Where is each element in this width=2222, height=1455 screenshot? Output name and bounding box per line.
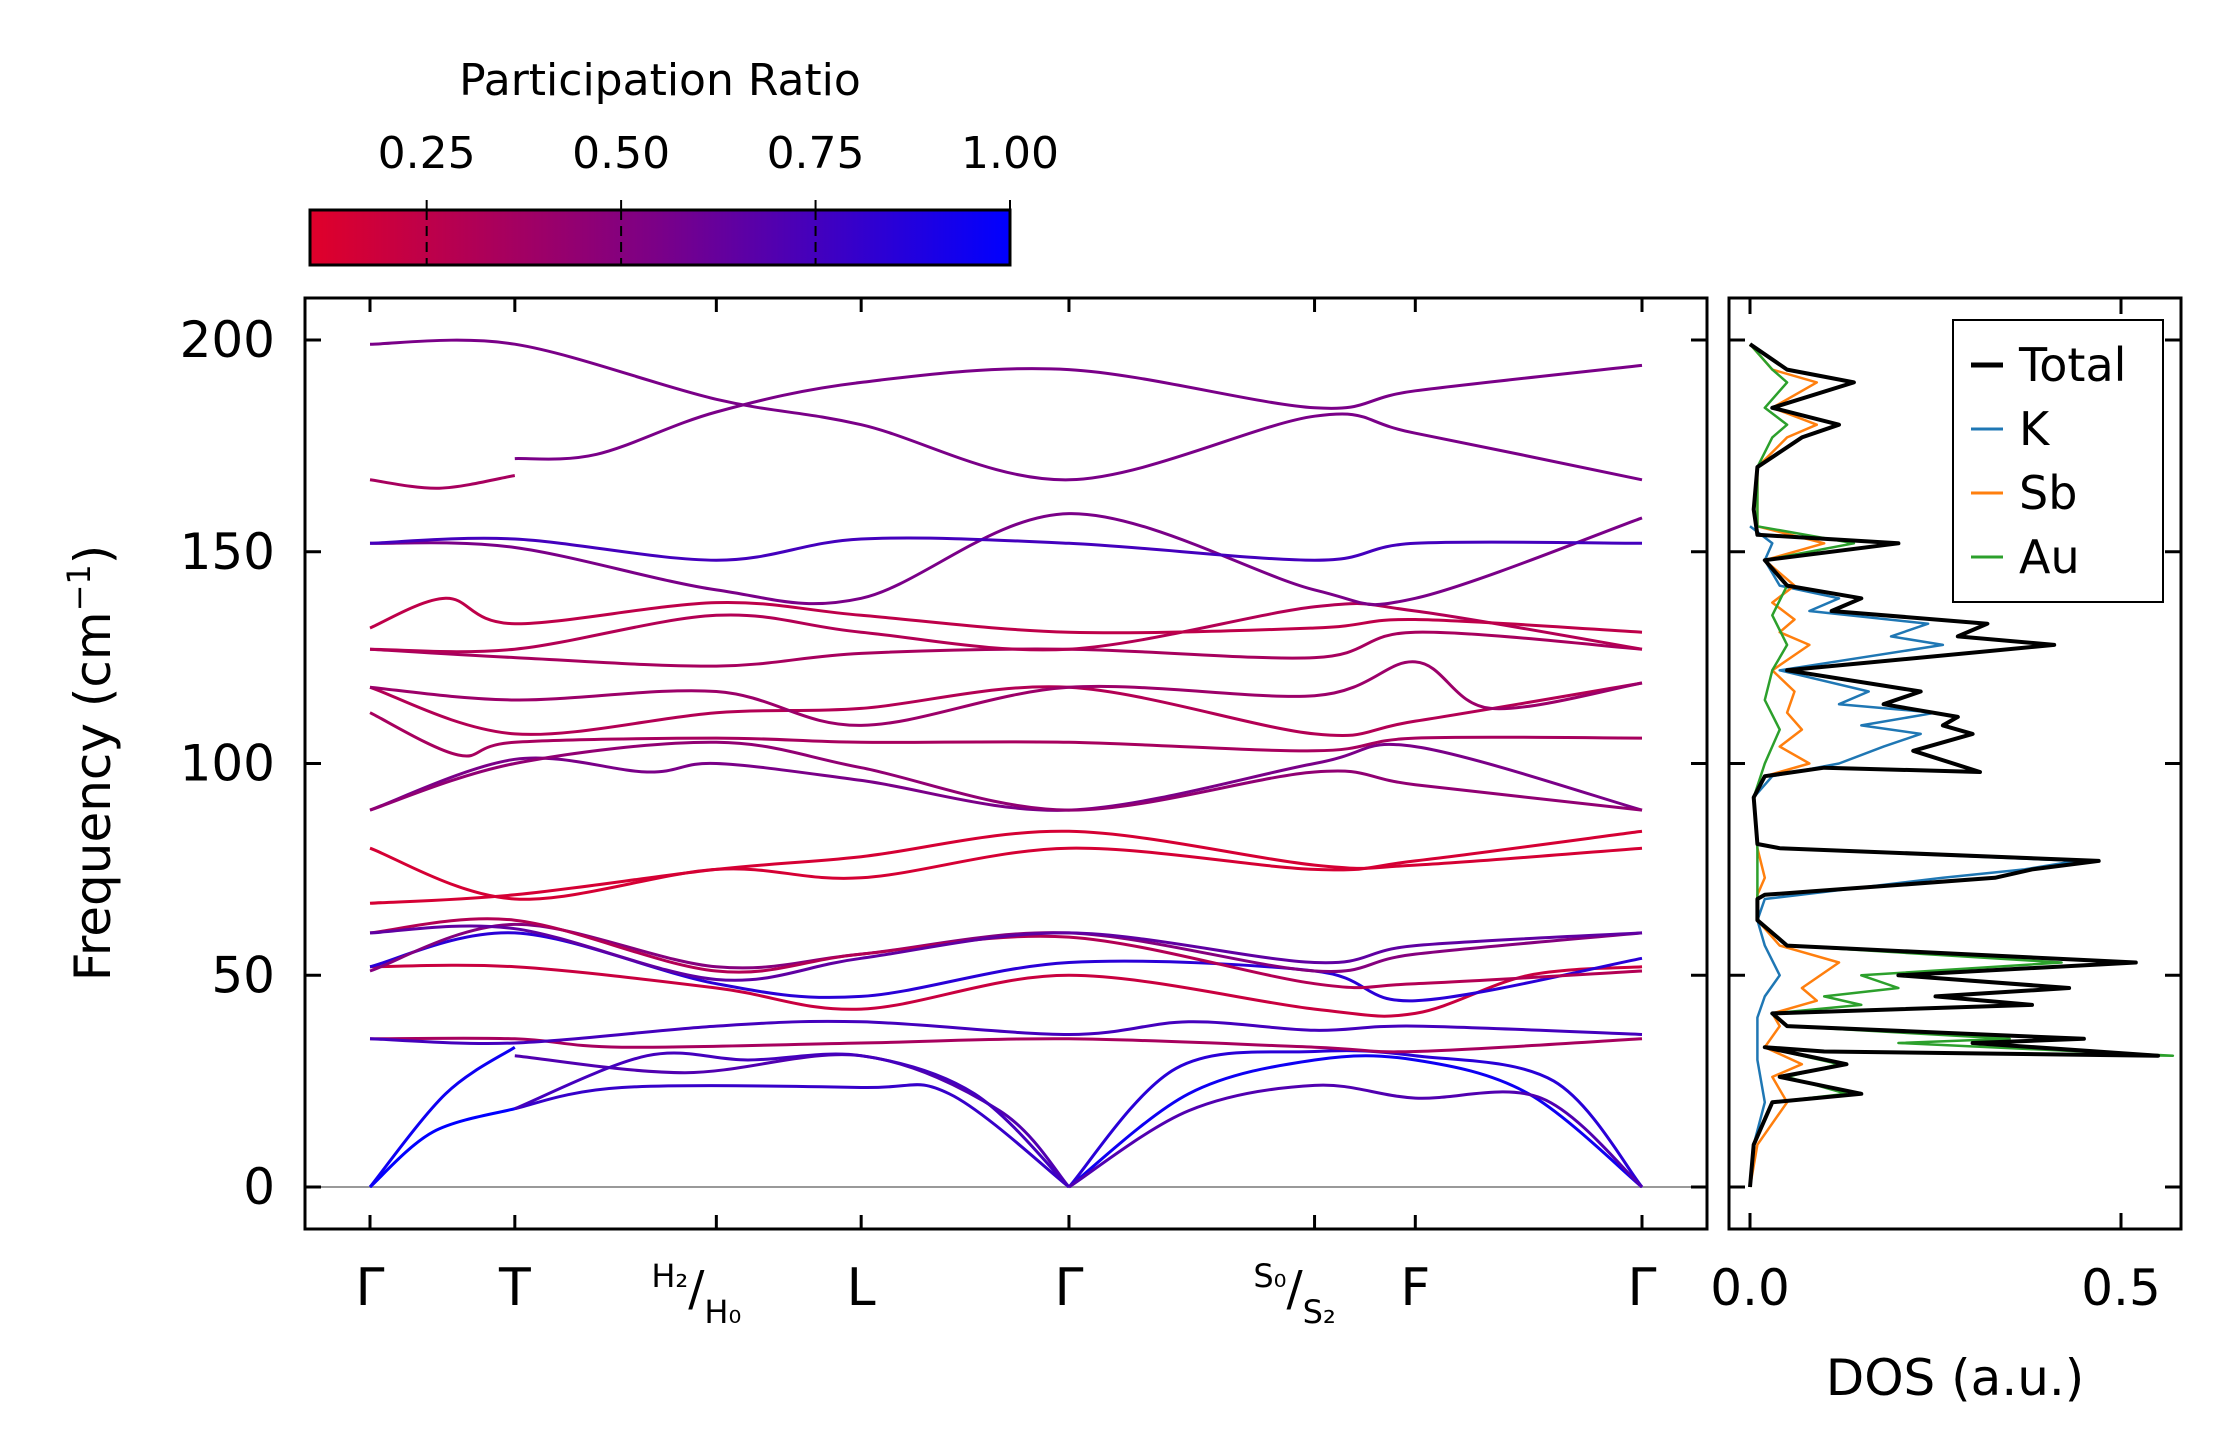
y-axis-label: Frequency (cm−1) xyxy=(60,545,122,982)
band-line xyxy=(514,1051,1071,1189)
colorbar-ticks: 0.25 0.50 0.75 1.00 xyxy=(378,128,1059,265)
band-line xyxy=(369,1019,1643,1045)
band-y-ticks: 0 50 100 150 200 xyxy=(180,311,1707,1216)
y-tick-label: 150 xyxy=(180,523,275,581)
dos-lines xyxy=(1748,342,2175,1188)
y-tick-label: 0 xyxy=(243,1158,275,1216)
band-line xyxy=(514,1083,1070,1189)
kpoint-label-sub: S₂ xyxy=(1303,1293,1336,1331)
dos-x-tick-label: 0.5 xyxy=(2081,1259,2161,1317)
y-axis-label-main: Frequency (cm xyxy=(64,611,122,981)
band-line xyxy=(369,474,516,490)
band-line xyxy=(369,711,1643,758)
kpoint-label: T xyxy=(498,1258,531,1318)
dos-ticks: 0.0 0.5 xyxy=(1710,298,2181,1317)
dos-panel: 0.0 0.5 DOS (a.u.) Total K Sb Au xyxy=(1710,296,2183,1407)
dos-x-axis-label: DOS (a.u.) xyxy=(1826,1349,2085,1407)
colorbar-tick-label: 0.50 xyxy=(572,128,670,179)
kpoint-label: F xyxy=(1400,1258,1430,1318)
band-line xyxy=(369,963,1643,1018)
band-line xyxy=(369,536,1643,562)
band-line xyxy=(369,338,1643,482)
y-axis-label-close: ) xyxy=(64,545,122,565)
colorbar-gradient xyxy=(308,208,1012,267)
colorbar-tick-label: 0.75 xyxy=(767,128,865,179)
dos-x-tick-label: 0.0 xyxy=(1710,1259,1790,1317)
kpoint-label: H₂/H₀ xyxy=(651,1257,741,1331)
y-tick-label: 50 xyxy=(211,946,275,1004)
band-line xyxy=(369,829,1643,901)
dos-line-total xyxy=(1748,342,2161,1188)
legend-label: Sb xyxy=(2019,466,2077,520)
kpoint-label-sub: H₀ xyxy=(704,1293,741,1331)
band-line xyxy=(1068,1054,1643,1189)
band-line xyxy=(369,660,1643,727)
kpoint-label: Γ xyxy=(356,1258,385,1318)
kpoint-label: S₀/S₂ xyxy=(1253,1257,1335,1331)
band-line xyxy=(369,602,1643,654)
band-line xyxy=(369,742,1643,812)
band-lines xyxy=(368,338,1644,1189)
band-line xyxy=(369,1107,516,1189)
y-axis-label-sup: −1 xyxy=(60,564,98,611)
colorbar-tick-label: 1.00 xyxy=(961,128,1059,179)
band-line xyxy=(369,512,1643,607)
kpoint-label-sup: H₂ xyxy=(651,1257,688,1295)
colorbar-tick-label: 0.25 xyxy=(378,128,476,179)
kpoint-label-slash: / xyxy=(1286,1261,1303,1317)
band-line xyxy=(1067,1049,1644,1189)
legend-label: Total xyxy=(2018,338,2126,392)
colorbar: Participation Ratio 0.25 0.50 0.75 1.00 xyxy=(308,55,1059,267)
kpoint-label: Γ xyxy=(1054,1258,1083,1318)
kpoint-label-sup: S₀ xyxy=(1253,1257,1286,1295)
band-line xyxy=(369,681,1643,737)
band-line xyxy=(369,924,1643,982)
band-line xyxy=(369,917,1643,990)
band-line xyxy=(368,1045,516,1188)
band-line xyxy=(514,363,1643,461)
legend-label: K xyxy=(2019,402,2051,456)
band-line xyxy=(369,931,1643,1003)
band-line xyxy=(369,630,1643,668)
band-x-ticks: Γ T H₂/H₀ L Γ S₀/S₂ F Γ xyxy=(356,298,1657,1331)
kpoint-label: Γ xyxy=(1628,1258,1657,1318)
y-tick-label: 200 xyxy=(180,311,275,369)
band-line xyxy=(1068,1083,1643,1189)
band-line xyxy=(369,596,1643,635)
kpoint-label: L xyxy=(847,1258,876,1318)
band-line xyxy=(369,922,1643,974)
legend: Total K Sb Au xyxy=(1952,319,2164,603)
kpoint-label-slash: / xyxy=(688,1261,705,1317)
band-line xyxy=(369,740,1643,812)
band-line xyxy=(369,829,1643,905)
legend-label: Au xyxy=(2019,530,2080,584)
colorbar-label: Participation Ratio xyxy=(459,55,861,106)
y-tick-label: 100 xyxy=(180,735,275,793)
band-line xyxy=(514,1053,1071,1189)
